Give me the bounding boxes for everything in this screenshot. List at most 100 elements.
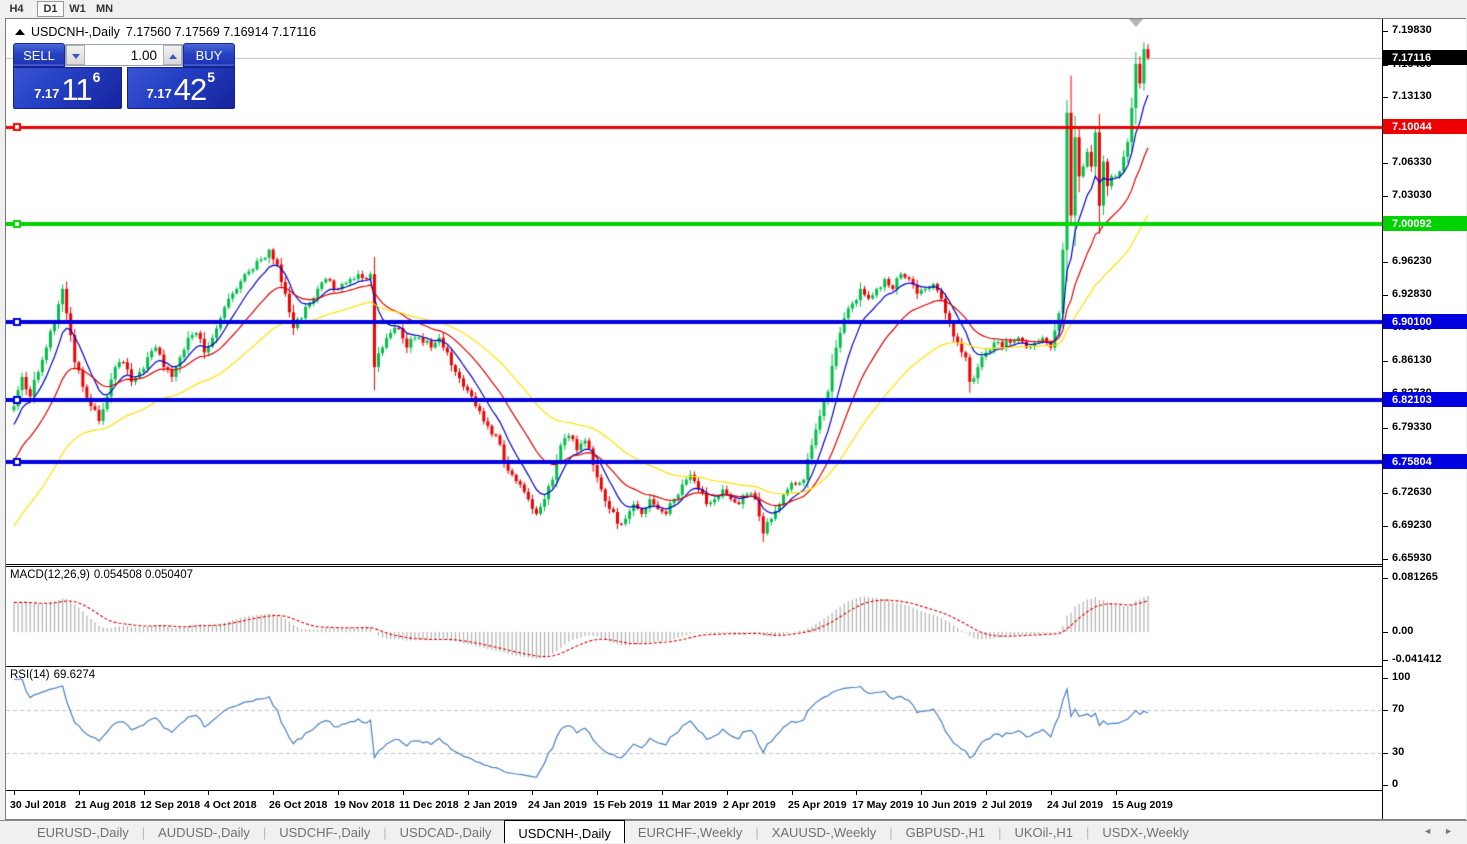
pane-separator[interactable] [6, 564, 1382, 566]
volume-decrease-icon[interactable] [66, 45, 85, 65]
date-tick-mark [986, 791, 987, 795]
date-tick-mark [14, 791, 15, 795]
date-label: 17 May 2019 [852, 799, 914, 811]
symbol-tab-gbpusd-h1[interactable]: GBPUSD-,H1 [905, 825, 986, 840]
macd-tick: -0.041412 [1392, 653, 1442, 665]
bid-price-pip: 6 [92, 69, 101, 85]
date-tick-mark [597, 791, 598, 795]
macd-tick: 0.081265 [1392, 571, 1438, 583]
symbol-tab-usdchf-daily[interactable]: USDCHF-,Daily [279, 825, 371, 840]
current-price-badge: 7.17116 [1383, 50, 1467, 65]
date-label: 21 Aug 2018 [75, 799, 136, 811]
date-label: 15 Feb 2019 [593, 799, 653, 811]
date-tick-mark [662, 791, 663, 795]
price-tick-mark [1383, 428, 1388, 429]
date-tick-mark [792, 791, 793, 795]
price-tick-mark [1383, 361, 1388, 362]
ask-price-pip: 5 [207, 69, 216, 85]
symbol-tab-audusd-daily[interactable]: AUDUSD-,Daily [158, 825, 250, 840]
rsi-value: 69.6274 [53, 669, 96, 681]
date-label: 24 Jul 2019 [1047, 799, 1104, 811]
rsi-pane: RSI(14) 69.6274 [6, 666, 1382, 790]
date-tick-mark [468, 791, 469, 795]
date-label: 12 Sep 2018 [140, 799, 201, 811]
level-price-badge: 6.82103 [1383, 392, 1467, 407]
timeframe-button-d1[interactable]: D1 [37, 1, 64, 17]
rsi-tick-mark [1383, 785, 1388, 786]
symbol-tab-ukoil-h1[interactable]: UKOil-,H1 [1014, 825, 1073, 840]
buy-button[interactable]: BUY [183, 43, 235, 67]
price-tick: 6.96230 [1392, 255, 1432, 267]
timeframe-button-w1[interactable]: W1 [69, 3, 86, 15]
date-label: 30 Jul 2018 [10, 799, 67, 811]
symbol-tab-usdx-weekly[interactable]: USDX-,Weekly [1102, 825, 1189, 840]
price-chart-canvas[interactable] [6, 19, 1382, 564]
date-tick-mark [856, 791, 857, 795]
date-label: 15 Aug 2019 [1112, 799, 1173, 811]
symbol-tab-usdcnh-daily[interactable]: USDCNH-,Daily [504, 820, 625, 843]
chart-title: USDCNH-,Daily 7.17560 7.17569 7.16914 7.… [14, 25, 316, 39]
date-tick-mark [208, 791, 209, 795]
chart-shift-marker-icon[interactable] [1129, 19, 1143, 27]
date-label: 10 Jun 2019 [917, 799, 977, 811]
price-tick-mark [1383, 65, 1388, 66]
date-label: 25 Apr 2019 [788, 799, 847, 811]
rsi-tick-mark [1383, 753, 1388, 754]
sell-button[interactable]: SELL [13, 43, 65, 67]
rsi-name: RSI(14) [10, 669, 50, 681]
symbol-tab-bar: EURUSD-,Daily | AUDUSD-,Daily | USDCHF-,Dail… [0, 820, 1467, 844]
macd-name: MACD(12,26,9) [10, 569, 90, 581]
price-tick-mark [1383, 262, 1388, 263]
volume-increase-icon[interactable] [163, 45, 182, 65]
symbol-tab-eurusd-daily[interactable]: EURUSD-,Daily [37, 825, 129, 840]
symbol-tab-xauusd-weekly[interactable]: XAUUSD-,Weekly [771, 825, 877, 840]
macd-tick-mark [1383, 578, 1388, 579]
date-axis[interactable]: 30 Jul 2018 21 Aug 2018 12 Sep 2018 4 Oct 2… [6, 790, 1382, 819]
tab-separator: | [755, 825, 759, 840]
chart-symbol-period: USDCNH-,Daily [31, 25, 120, 39]
chart-window: USDCNH-,Daily 7.17560 7.17569 7.16914 7.… [5, 18, 1467, 820]
tab-separator: | [998, 825, 1002, 840]
symbol-tab-usdcad-daily[interactable]: USDCAD-,Daily [399, 825, 492, 840]
date-label: 19 Nov 2018 [334, 799, 395, 811]
price-tick: 6.69230 [1392, 519, 1432, 531]
price-tick: 7.06330 [1392, 156, 1432, 168]
symbol-tab-eurchf-weekly[interactable]: EURCHF-,Weekly [637, 825, 743, 840]
date-tick-mark [79, 791, 80, 795]
date-label: 2 Jan 2019 [464, 799, 518, 811]
macd-canvas[interactable] [6, 567, 1382, 665]
ask-price-prefix: 7.17 [146, 86, 172, 101]
tab-separator: | [383, 825, 387, 840]
price-tick: 6.72630 [1392, 486, 1432, 498]
date-label: 4 Oct 2018 [204, 799, 257, 811]
tabs-scroll-right-icon[interactable] [1444, 826, 1453, 836]
date-tick-mark [273, 791, 274, 795]
date-tick-mark [338, 791, 339, 795]
sell-price-button[interactable]: 7.17 11 6 [13, 67, 122, 109]
volume-input[interactable]: 1.00 [130, 47, 157, 63]
date-tick-mark [727, 791, 728, 795]
price-tick-mark [1383, 31, 1388, 32]
price-tick-mark [1383, 196, 1388, 197]
macd-tick-mark [1383, 660, 1388, 661]
price-tick-mark [1383, 526, 1388, 527]
rsi-tick: 100 [1392, 671, 1411, 683]
date-label: 2 Apr 2019 [723, 799, 776, 811]
macd-tick-mark [1383, 632, 1388, 633]
timeframe-toolbar: H4 D1 W1 MN [0, 0, 1467, 18]
price-tick: 6.79330 [1392, 421, 1432, 433]
buy-price-button[interactable]: 7.17 42 5 [126, 67, 235, 109]
tab-separator: | [889, 825, 893, 840]
bid-price-prefix: 7.17 [34, 86, 60, 101]
timeframe-button-h4[interactable]: H4 [9, 3, 24, 15]
volume-spinner: 1.00 [65, 44, 183, 66]
date-label: 2 Jul 2019 [982, 799, 1033, 811]
level-price-badge: 6.90100 [1383, 314, 1467, 329]
timeframe-button-mn[interactable]: MN [96, 3, 114, 15]
tab-separator: | [1086, 825, 1090, 840]
date-label: 26 Oct 2018 [269, 799, 328, 811]
collapse-panel-icon[interactable] [14, 27, 26, 37]
tabs-scroll-left-icon[interactable] [1423, 826, 1432, 836]
price-axis[interactable]: 7.198307.164307.131307.097307.063307.030… [1382, 19, 1467, 819]
rsi-canvas[interactable] [6, 667, 1382, 789]
